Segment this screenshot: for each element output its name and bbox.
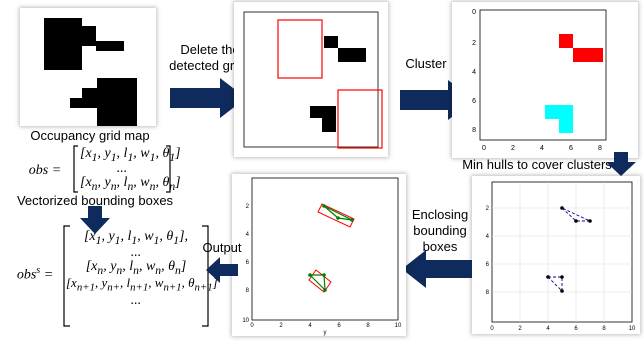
hull-ytick: 8 [486,290,490,296]
grid-cell [82,36,96,46]
hull-vertex [350,218,354,222]
hull-2-outline [308,274,326,292]
output-label: Output [202,240,242,255]
deleted-grid-map [243,11,383,149]
enclosing-boxes-label: Enclosing bounding boxes [411,207,469,254]
vectorized-boxes-label: Vectorized bounding boxes [16,193,174,208]
hull-1 [561,207,591,222]
cluster-plot: 0 2 4 6 8 0 2 4 6 8 [472,9,607,152]
cluster-ytick: 4 [472,69,476,76]
hull-xtick: 8 [602,326,606,332]
hull-vertex [560,289,564,293]
grid-cell [70,98,82,108]
hull-xtick: 10 [629,326,636,332]
cluster-xtick: 2 [511,145,515,152]
left-arrow-2 [206,257,238,283]
cluster-label: Cluster [405,56,447,71]
hull-ytick: 6 [486,262,490,268]
cluster-xtick: 6 [569,145,573,152]
down-arrow-2 [606,152,636,176]
output-ytick: 2 [246,204,250,210]
grid-cell [338,48,366,62]
hull-vertex [574,219,578,223]
cluster-xtick: 4 [540,145,544,152]
red-cluster-cell [573,48,603,62]
hull-vertex [560,275,564,279]
cluster-ytick: 6 [472,98,476,105]
obs-bracket [73,145,171,193]
hull-ytick: 4 [486,234,490,240]
down-arrow-1 [80,206,110,234]
cluster-ytick: 0 [472,9,476,16]
output-ytick: 10 [242,318,249,324]
obs-s-lhs: obss = [16,265,54,283]
output-xtick: 2 [279,323,283,329]
grid-cell [44,18,82,70]
obs-s-bracket [63,225,209,327]
cluster-ytick: 8 [472,127,476,134]
hull-xtick: 6 [574,326,578,332]
obs-s-dots-1: ... [130,245,142,260]
cluster-xtick: 0 [482,145,486,152]
hull-xtick: 4 [546,326,550,332]
hull-vertex [336,216,340,220]
obs-s-dots-2: ... [130,293,142,308]
hull-2 [546,276,563,293]
output-xtick: 0 [250,323,254,329]
cluster-ytick: 2 [472,40,476,47]
hull-vertex [322,204,326,208]
hull-xtick: 0 [490,326,494,332]
hull-vertex [308,273,312,277]
occupancy-grid-label: Occupancy grid map [30,128,150,143]
grid-cell [310,106,322,118]
cluster-xtick: 8 [598,145,602,152]
grid-cell [324,36,338,48]
output-ytick: 6 [246,260,250,266]
hull-ytick: 2 [486,206,490,212]
obs-s-row-1: [x1, y1, l1, w1, θ1], [83,229,189,247]
hull-1-outline [323,205,353,221]
grid-cell [96,41,124,51]
grid-cell [82,88,97,108]
grid-cell [97,78,137,126]
hull-vertex [588,219,592,223]
hull-plot: 2 4 6 8 0 2 4 6 8 10 [486,181,636,332]
grid-cell [82,26,96,36]
obs-dots: ... [116,161,128,176]
cyan-cluster-cell [559,119,573,133]
detection-box [337,89,383,149]
output-ytick: 4 [246,232,250,238]
detection-box [277,19,323,79]
output-plot: 2 4 6 8 10 0 2 4 6 8 10 y [242,177,402,336]
output-xtick: 8 [366,323,370,329]
output-xtick: 6 [337,323,341,329]
obs-row-n: [xn, yn, ln, wn, θn] [80,175,181,193]
output-xtick: 4 [308,323,312,329]
cyan-cluster-cell [545,105,573,119]
right-arrow-1 [170,78,246,118]
obs-s-row-n: [xn, yn, ln, wn, θn] [85,259,187,277]
hull-vertex [546,275,550,279]
hull-vertex [560,206,564,210]
hull-vertex [323,288,327,292]
min-hulls-label: Min hulls to cover clusters [462,157,612,172]
obs-lhs: obs = [28,163,62,178]
output-ytick: 8 [246,288,250,294]
output-xtick: 10 [395,323,402,329]
obs-row-1: [x1, y1, l1, w1, θ1] [80,146,181,164]
grid-cell [322,106,336,132]
left-arrow-1 [402,250,472,288]
enclosing-box-1 [317,203,355,228]
hull-vertex [322,273,326,277]
red-cluster-cell [559,34,573,48]
deleted-grid-panel [234,2,388,157]
occupancy-grid-map [44,18,137,126]
output-xlabel: y [324,330,327,336]
hull-xtick: 2 [518,326,522,332]
